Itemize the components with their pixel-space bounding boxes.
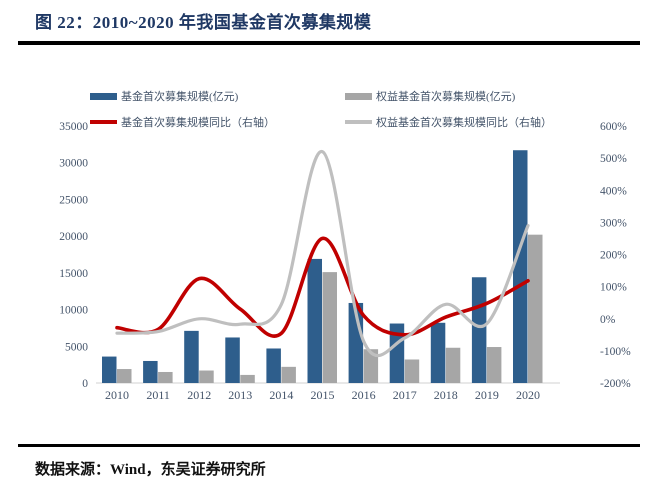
legend-label: 权益基金首次募集规模(亿元) [376,91,516,103]
bar-equity-scale-2020 [528,234,543,383]
line-fund-yoy [115,236,530,338]
right-axis-tick-label: 300% [600,217,627,229]
bar-fund-scale-2011 [143,360,158,383]
bar-equity-scale-2016 [363,349,379,383]
bar-equity-scale-2015 [322,272,337,383]
right-axis-tick-label: 400% [600,185,627,197]
x-axis-year-label: 2020 [516,388,540,402]
x-axis-year-label: 2014 [269,388,293,402]
left-axis-tick-label: 25000 [59,194,88,206]
bar-fund-scale-2019 [471,277,487,383]
source-divider [18,444,640,447]
bar-fund-scale-2018 [430,322,446,383]
legend-label: 基金首次募集规模(亿元) [121,91,239,103]
bar-fund-scale-2010 [102,356,117,383]
x-axis-year-label: 2010 [105,388,129,402]
bar-equity-scale-2018 [445,347,461,383]
bar-equity-scale-2010 [117,369,132,383]
legend-swatch-fund-yoy-line [90,120,117,124]
chart-canvas: 0 5000 10000 15000 20000 25000 30000 35000 -200%… [59,121,631,402]
bar-equity-scale-2011 [158,371,173,383]
x-axis-year-label: 2016 [352,388,376,402]
left-axis-tick-label: 10000 [59,305,88,317]
legend-item-equity-scale: 权益基金首次募集规模(亿元) [345,89,515,103]
left-axis-tick-label: 35000 [59,121,88,133]
bar-equity-scale-2013 [240,374,255,383]
legend-label: 基金首次募集规模同比（右轴） [121,117,275,129]
legend-item-equity-yoy: 权益基金首次募集规模同比（右轴） [345,115,552,129]
source-note: 数据来源：Wind，东吴证券研究所 [35,462,266,478]
x-axis-year-label: 2012 [187,388,211,402]
bar-equity-scale-2012 [199,370,214,383]
legend-swatch-equity-scale-bar [345,92,372,100]
left-axis-tick-label: 20000 [59,231,88,243]
legend-swatch-fund-scale-bar [90,92,117,100]
bar-fund-scale-2015 [307,258,322,383]
figure-title: 图 22：2010~2020 年我国基金首次募集规模 [35,13,372,32]
bar-fund-scale-2017 [389,323,405,383]
x-axis-year-label: 2017 [393,388,417,402]
legend-item-fund-yoy: 基金首次募集规模同比（右轴） [90,115,275,129]
right-axis-tick-label: 500% [600,153,627,165]
right-axis-tick-label: -100% [600,346,631,358]
right-axis-tick-label: -200% [600,378,631,390]
bar-equity-scale-2014 [281,366,296,383]
x-axis-year-label: 2013 [228,388,252,402]
x-axis-year-label: 2011 [146,388,170,402]
bar-fund-scale-2020 [513,150,528,383]
left-axis-tick-label: 5000 [65,341,88,353]
legend-swatch-equity-yoy-line [345,120,372,124]
title-divider [18,41,640,45]
legend-item-fund-scale: 基金首次募集规模(亿元) [90,89,238,103]
x-axis-year-label: 2018 [434,388,458,402]
right-axis-tick-label: 600% [600,121,627,133]
x-axis-year-label: 2019 [475,388,499,402]
left-axis-tick-label: 30000 [59,158,88,170]
bar-fund-scale-2013 [225,337,240,383]
bar-equity-scale-2019 [486,347,502,383]
x-axis-year-label: 2015 [311,388,335,402]
bar-equity-scale-2017 [404,359,420,383]
left-axis-tick-label: 15000 [59,268,88,280]
legend-label: 权益基金首次募集规模同比（右轴） [376,117,552,129]
line-equity-yoy [115,150,530,358]
left-axis-tick-label: 0 [82,378,88,390]
bar-fund-scale-2014 [266,348,281,383]
right-axis-tick-label: 100% [600,282,627,294]
right-axis-tick-label: 0% [600,314,616,326]
right-axis-tick-label: 200% [600,250,627,262]
bar-fund-scale-2012 [184,330,199,383]
